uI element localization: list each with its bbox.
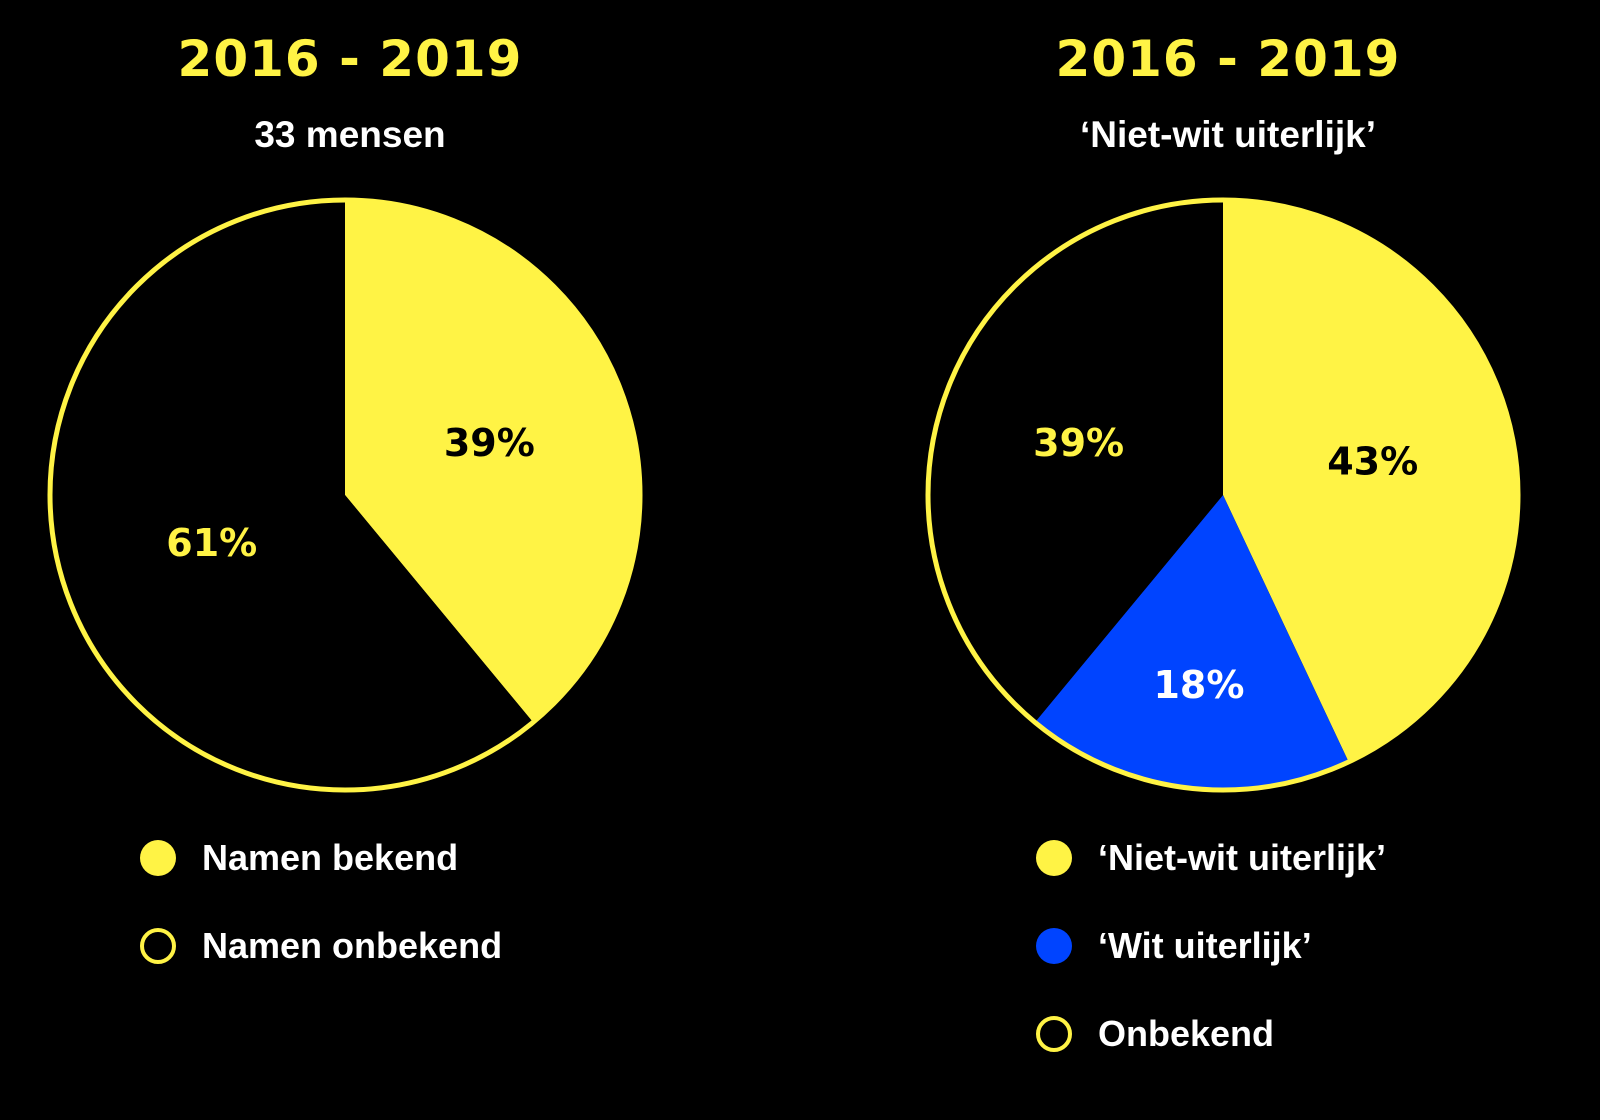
chart-title: 2016 - 2019 (177, 30, 523, 88)
pie-slice-wit-uiterlijk (1034, 495, 1349, 790)
pie-slice-label-namen-bekend: 39% (444, 421, 535, 465)
pie-outline (47, 197, 643, 793)
pie-slice-label-namen-onbekend: 61% (166, 521, 257, 565)
chart-panel-right: 2016 - 2019 ‘Niet-wit uiterlijk’ 43% 18% 3… (878, 0, 1578, 1120)
legend-item-onbekend: Onbekend (1036, 1009, 1274, 1059)
chart-subtitle: ‘Niet-wit uiterlijk’ (1079, 114, 1377, 155)
chart-panel-left: 2016 - 2019 33 mensen 39% 61% Namen beken… (0, 0, 700, 1120)
pie-slice-namen-bekend (345, 200, 640, 723)
legend-swatch-filled-yellow-icon (1036, 840, 1072, 876)
pie-slice-niet-wit-uiterlijk (1223, 200, 1518, 762)
legend-label: Namen bekend (202, 837, 459, 878)
pie-chart-right: 43% 18% 39% (925, 197, 1521, 793)
legend-swatch-filled-blue-icon (1036, 928, 1072, 964)
legend-label: ‘Wit uiterlijk’ (1098, 925, 1312, 966)
legend-swatch-outline-yellow-icon (1036, 1016, 1072, 1052)
legend-item-namen-onbekend: Namen onbekend (140, 921, 502, 971)
legend-swatch-filled-yellow-icon (140, 840, 176, 876)
legend-label: Onbekend (1098, 1013, 1275, 1054)
legend-swatch-outline-yellow-icon (140, 928, 176, 964)
legend-label: ‘Niet-wit uiterlijk’ (1098, 837, 1387, 878)
legend-item-niet-wit-uiterlijk: ‘Niet-wit uiterlijk’ (1036, 833, 1386, 883)
pie-slice-label-onbekend: 39% (1033, 421, 1124, 465)
legend-label: Namen onbekend (202, 925, 503, 966)
pie-outline (925, 197, 1521, 793)
pie-slice-onbekend (928, 200, 1223, 723)
pie-chart-left: 39% 61% (47, 197, 643, 793)
pie-slice-namen-onbekend (49, 200, 534, 790)
pie-slice-label-niet-wit-uiterlijk: 43% (1327, 440, 1418, 484)
legend-item-namen-bekend: Namen bekend (140, 833, 458, 883)
chart-subtitle: 33 mensen (254, 114, 446, 155)
chart-title: 2016 - 2019 (1055, 30, 1401, 88)
pie-slice-label-wit-uiterlijk: 18% (1153, 663, 1244, 707)
legend-item-wit-uiterlijk: ‘Wit uiterlijk’ (1036, 921, 1312, 971)
